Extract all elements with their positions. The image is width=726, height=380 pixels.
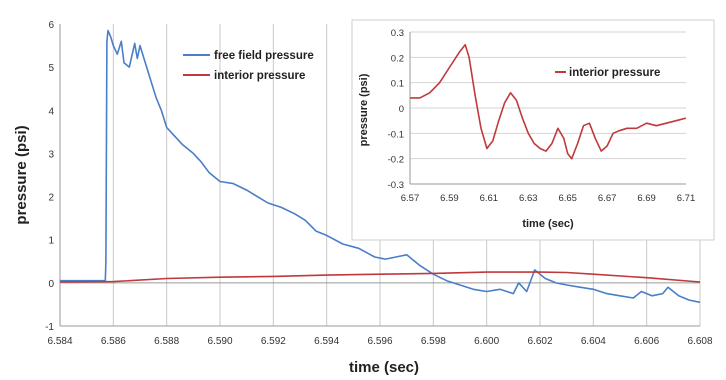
y-tick-label: 5 — [48, 63, 54, 74]
inset-background — [351, 19, 715, 241]
y-tick-label: 4 — [48, 106, 54, 117]
y-tick-label: -0.3 — [388, 180, 404, 191]
x-tick-label: 6.598 — [421, 336, 446, 347]
x-tick-label: 6.69 — [637, 193, 656, 204]
inset-y-tick-labels: 0.3 0.2 0.1 0 -0.1 -0.2 -0.3 — [388, 28, 404, 191]
x-tick-label: 6.588 — [154, 336, 179, 347]
y-tick-label: 3 — [48, 149, 54, 160]
legend-label-interior: interior pressure — [214, 70, 305, 82]
y-tick-label: -0.1 — [388, 129, 404, 140]
y-tick-label: -0.2 — [388, 155, 404, 166]
x-tick-label: 6.59 — [440, 193, 459, 204]
x-tick-label: 6.594 — [314, 336, 339, 347]
x-tick-label: 6.61 — [480, 193, 499, 204]
x-tick-label: 6.602 — [527, 336, 552, 347]
x-tick-label: 6.592 — [261, 336, 286, 347]
y-tick-label: 1 — [48, 236, 54, 247]
x-tick-label: 6.600 — [474, 336, 499, 347]
y-tick-label: 0.3 — [391, 28, 404, 39]
inset-legend-label: interior pressure — [569, 67, 660, 79]
x-tick-label: 6.67 — [598, 193, 617, 204]
x-tick-label: 6.57 — [401, 193, 420, 204]
legend-label-free-field: free field pressure — [214, 50, 314, 62]
x-tick-label: 6.604 — [581, 336, 606, 347]
x-tick-label: 6.584 — [47, 336, 72, 347]
inset-x-axis-label: time (sec) — [522, 218, 574, 230]
series-line-interior-pressure — [59, 271, 701, 283]
main-axes — [59, 24, 700, 327]
y-tick-label: 6 — [48, 20, 54, 31]
inset-x-tick-labels: 6.57 6.59 6.61 6.63 6.65 6.67 6.69 6.71 — [401, 193, 696, 204]
inset-axes — [409, 32, 686, 185]
y-tick-label: 0.1 — [391, 79, 404, 90]
main-series-lines — [59, 29, 701, 304]
series-line-free-field-pressure — [60, 29, 701, 304]
x-tick-label: 6.71 — [677, 193, 696, 204]
series-line-interior-pressure — [410, 43, 687, 160]
inset-y-axis-label: pressure (psi) — [358, 73, 370, 146]
x-tick-label: 6.606 — [634, 336, 659, 347]
x-tick-label: 6.596 — [367, 336, 392, 347]
y-tick-label: 0.2 — [391, 53, 404, 64]
y-tick-label: 2 — [48, 193, 54, 204]
main-legend: free field pressure interior pressure — [183, 50, 314, 82]
x-tick-label: 6.590 — [207, 336, 232, 347]
y-tick-label: 0 — [48, 279, 54, 290]
main-y-axis-label: pressure (psi) — [13, 125, 30, 224]
x-tick-label: 6.63 — [519, 193, 538, 204]
main-x-axis-label: time (sec) — [349, 359, 419, 376]
y-tick-label: 0 — [399, 104, 404, 115]
x-tick-label: 6.586 — [101, 336, 126, 347]
inset-legend: interior pressure — [555, 67, 660, 79]
y-tick-label: -1 — [45, 322, 54, 333]
x-tick-label: 6.65 — [558, 193, 577, 204]
inset-series-lines — [410, 43, 687, 160]
inset-chart: 6.57 6.59 6.61 6.63 6.65 6.67 6.69 6.71 0.30.20… — [351, 19, 715, 241]
main-y-tick-labels: -1 0 1 2 3 4 5 6 — [45, 20, 54, 333]
x-tick-label: 6.608 — [687, 336, 712, 347]
main-x-tick-labels: 6.584 6.586 6.588 6.590 6.592 6.594 6.596 6.598… — [47, 336, 712, 347]
